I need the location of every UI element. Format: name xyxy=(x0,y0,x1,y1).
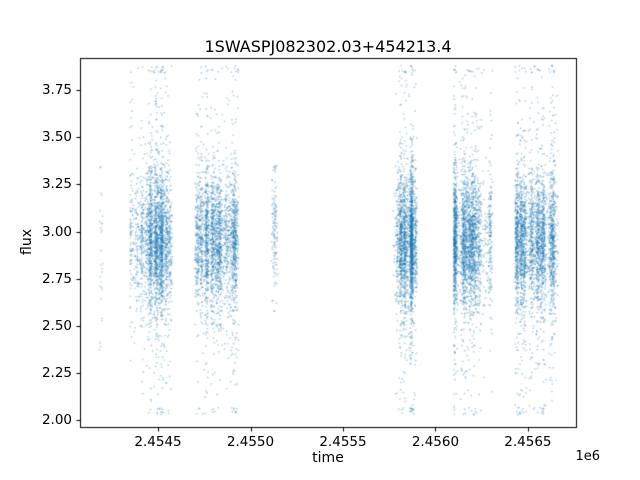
y-tick-label: 2.25 xyxy=(41,365,72,382)
x-axis-offset-label: 1e6 xyxy=(575,449,600,464)
x-tick-label: 2.4565 xyxy=(504,434,552,450)
x-tick-label: 2.4560 xyxy=(411,434,460,450)
y-tick-label: 3.25 xyxy=(41,176,72,193)
x-tick-label: 2.4555 xyxy=(319,434,367,450)
x-tick-label: 2.4545 xyxy=(134,434,182,450)
y-tick-label: 3.50 xyxy=(41,129,72,146)
y-tick-label: 2.75 xyxy=(41,270,72,287)
y-tick-label: 3.00 xyxy=(41,223,72,240)
x-axis-label: time xyxy=(312,450,344,466)
chart-title: 1SWASPJ082302.03+454213.4 xyxy=(204,37,452,56)
y-tick-label: 2.50 xyxy=(41,318,72,335)
y-axis-label: flux xyxy=(19,229,35,255)
y-tick-label: 2.00 xyxy=(41,412,72,429)
x-tick-label: 2.4550 xyxy=(226,434,275,450)
y-tick-label: 3.75 xyxy=(41,82,72,99)
